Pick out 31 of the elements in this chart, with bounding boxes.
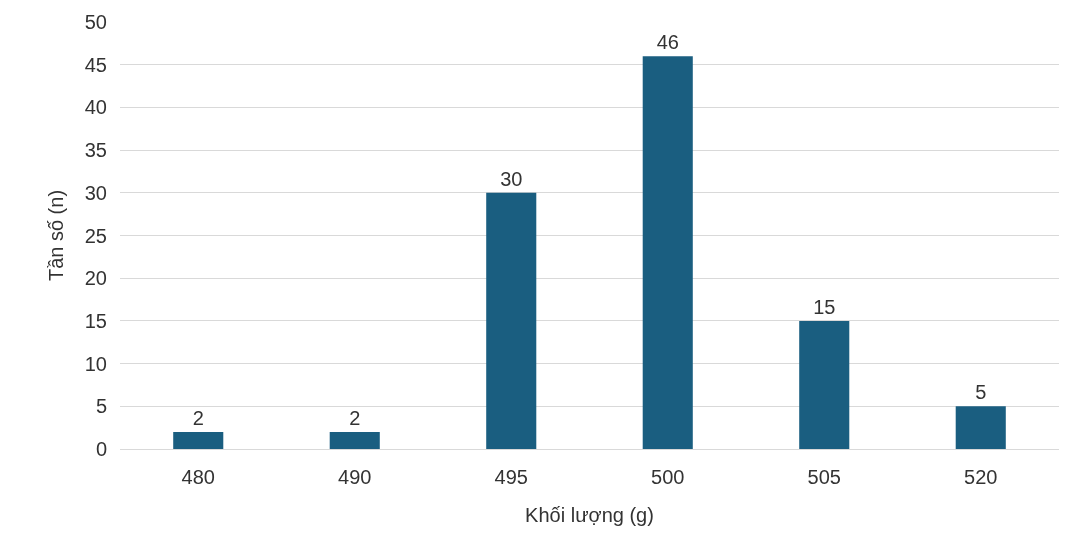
x-tick-label: 490 — [338, 466, 372, 488]
y-tick-label: 5 — [95, 395, 107, 418]
y-axis-title: Tần số (n) — [45, 189, 68, 282]
y-tick-label: 10 — [84, 352, 107, 375]
x-tick-label: 500 — [651, 466, 685, 488]
x-tick-label: 495 — [494, 466, 528, 488]
bar — [955, 406, 1006, 449]
bar — [799, 320, 850, 449]
y-tick-label: 20 — [84, 267, 107, 290]
y-tick-label: 40 — [84, 96, 107, 119]
bar — [486, 192, 537, 449]
y-tick-label: 45 — [84, 53, 107, 76]
bar — [173, 431, 224, 449]
y-tick-label: 30 — [84, 181, 107, 204]
y-tick-label: 35 — [84, 139, 107, 162]
x-tick-label: 505 — [807, 466, 841, 488]
y-tick-label: 0 — [95, 438, 107, 460]
y-tick-label: 25 — [84, 224, 107, 247]
data-label: 2 — [192, 406, 204, 429]
y-tick-label: 15 — [84, 309, 107, 332]
x-tick-label: 480 — [181, 466, 215, 488]
bar — [642, 56, 693, 449]
data-label: 46 — [656, 31, 679, 54]
data-label: 30 — [500, 167, 523, 190]
x-tick-label: 520 — [964, 466, 998, 488]
bar — [329, 431, 380, 449]
data-label: 15 — [813, 295, 836, 318]
x-axis-title: Khối lượng (g) — [525, 503, 654, 526]
data-label: 2 — [349, 406, 361, 429]
data-label: 5 — [975, 381, 987, 404]
y-tick-label: 50 — [84, 11, 107, 33]
